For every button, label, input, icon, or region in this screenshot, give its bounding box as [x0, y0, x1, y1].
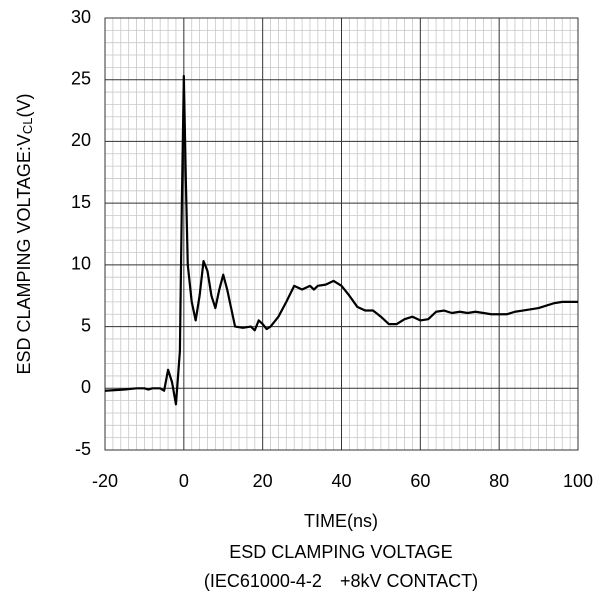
x-tick-label: 100: [563, 471, 593, 491]
x-tick-label: 40: [331, 471, 351, 491]
y-label-suffix: (V): [14, 93, 34, 117]
x-tick-label: 80: [489, 471, 509, 491]
x-axis-label: TIME(ns): [304, 511, 378, 531]
y-label-subscript: CL: [20, 117, 35, 134]
y-tick-label: 20: [71, 130, 91, 150]
caption: ESD CLAMPING VOLTAGE: [229, 542, 452, 562]
x-tick-label: 20: [253, 471, 273, 491]
y-axis-label: ESD CLAMPING VOLTAGE:VCL(V): [14, 93, 36, 374]
data-line: [104, 74, 578, 406]
y-tick-label: 30: [71, 7, 91, 27]
y-tick-label: -5: [75, 439, 91, 459]
caption: (IEC61000-4-2 +8kV CONTACT): [204, 571, 478, 591]
x-tick-label: -20: [92, 471, 118, 491]
x-tick-label: 0: [179, 471, 189, 491]
y-tick-label: 25: [71, 68, 91, 88]
y-tick-label: 10: [71, 254, 91, 274]
y-tick-label: 15: [71, 192, 91, 212]
y-tick-label: 5: [81, 315, 91, 335]
plot-frame: [104, 17, 579, 451]
x-tick-label: 60: [410, 471, 430, 491]
y-tick-label: 0: [81, 377, 91, 397]
y-label-text: ESD CLAMPING VOLTAGE:V: [14, 134, 34, 374]
